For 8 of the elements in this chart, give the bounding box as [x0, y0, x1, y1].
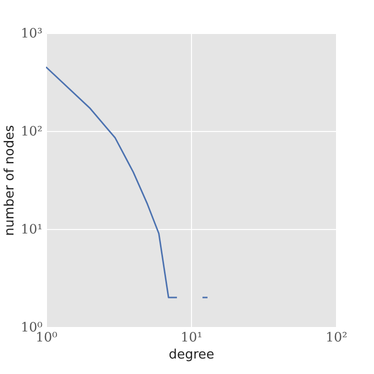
x-tick-label: 10²	[326, 330, 348, 346]
y-tick-label: 10²	[20, 124, 42, 140]
y-tick-label: 10¹	[20, 222, 42, 238]
y-tick-label: 10³	[20, 26, 42, 42]
x-tick-label: 10¹	[180, 330, 202, 346]
x-axis-title: degree	[168, 348, 214, 362]
x-tick-label: 10⁰	[36, 330, 58, 346]
y-axis-title: number of nodes	[2, 124, 18, 236]
